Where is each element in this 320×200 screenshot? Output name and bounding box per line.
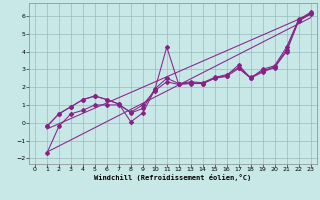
X-axis label: Windchill (Refroidissement éolien,°C): Windchill (Refroidissement éolien,°C) (94, 174, 252, 181)
